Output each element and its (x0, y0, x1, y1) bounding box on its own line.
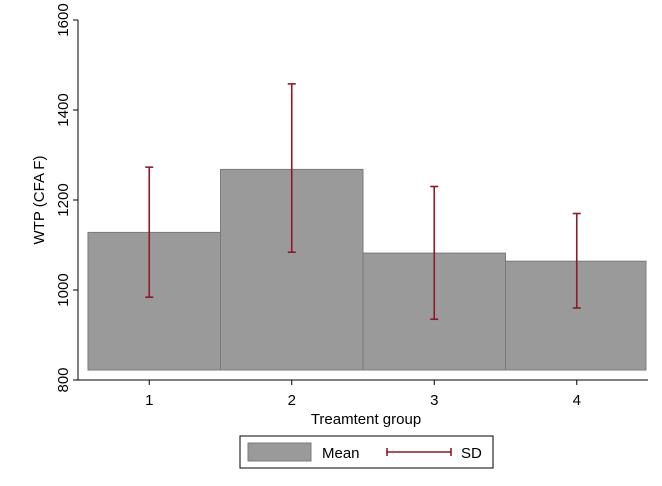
legend-symbol-sd (386, 448, 452, 456)
y-tick-label: 1000 (55, 273, 72, 306)
bar-1 (87, 231, 221, 371)
x-tick-label: 4 (573, 392, 581, 409)
x-tick-label: 2 (288, 392, 296, 409)
legend-label-sd: SD (461, 445, 482, 462)
y-axis-title: WTP (CFA F) (31, 156, 48, 245)
y-tick-label: 800 (55, 367, 72, 392)
y-tick-label: 1400 (55, 93, 72, 126)
y-tick-label: 1600 (55, 3, 72, 36)
bar-4 (505, 260, 647, 371)
bar-series (87, 168, 647, 371)
error-bar-series (145, 83, 581, 321)
x-tick-label: 1 (145, 392, 153, 409)
axes: 800 1000 1200 1400 1600 1 2 3 4 (55, 3, 648, 409)
legend-label-mean: Mean (322, 445, 360, 462)
legend-swatch-mean (247, 442, 312, 462)
error-bar-1 (145, 166, 154, 299)
x-axis-title: Treamtent group (311, 411, 421, 428)
y-tick-label: 1200 (55, 183, 72, 216)
error-bar-2 (287, 83, 296, 253)
legend: Mean SD (239, 435, 494, 469)
error-bar-4 (572, 212, 581, 309)
x-tick-label: 3 (430, 392, 438, 409)
error-bar-3 (430, 185, 439, 321)
